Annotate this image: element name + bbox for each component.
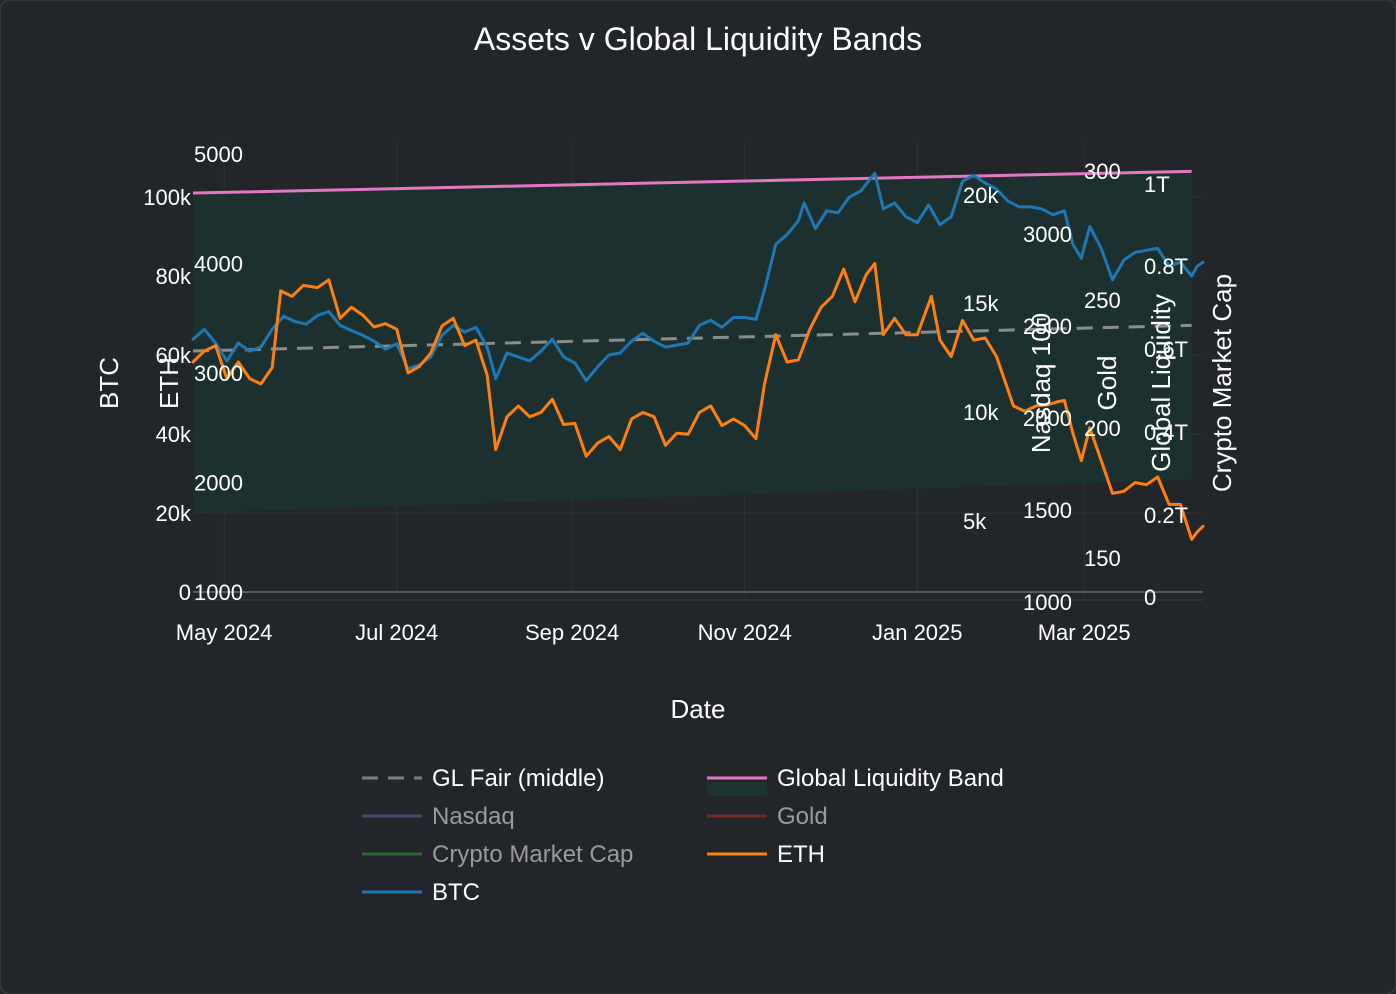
liquidity-band-fill <box>193 171 1192 513</box>
global-liquidity-tick-label: 300 <box>1084 159 1121 184</box>
gold-tick-label: 1000 <box>1023 590 1072 615</box>
crypto-market-cap-tick-label: 1T <box>1144 172 1170 197</box>
btc-tick-label: 20k <box>156 501 192 526</box>
legend-item-global-liquidity-band[interactable]: Global Liquidity Band <box>707 765 1004 796</box>
eth-tick-label: 2000 <box>194 471 243 496</box>
crypto-market-cap-tick-label: 0.8T <box>1144 254 1188 279</box>
axes-layer: May 2024 Jul 2024 Sep 2024 Nov 2024 Jan 2025… <box>143 142 1188 645</box>
crypto-market-cap-tick-label: 0.2T <box>1144 503 1188 528</box>
gold-tick-label: 1500 <box>1023 498 1072 523</box>
chart-title: Assets v Global Liquidity Bands <box>474 21 922 57</box>
crypto-market-cap-tick-label: 0 <box>1144 585 1156 610</box>
gold-axis-title: Gold <box>1092 356 1122 411</box>
btc-tick-label: 60k <box>156 343 192 368</box>
crypto-market-cap-axis-title: Crypto Market Cap <box>1207 274 1237 492</box>
x-tick-label: Nov 2024 <box>698 620 792 645</box>
nasdaq-tick-label: 5k <box>963 509 987 534</box>
x-tick-label: May 2024 <box>176 620 273 645</box>
eth-tick-label: 5000 <box>194 142 243 167</box>
eth-series-line <box>191 262 1205 541</box>
legend-label: GL Fair (middle) <box>432 765 604 792</box>
x-tick-label: Jan 2025 <box>872 620 963 645</box>
btc-series-line <box>191 171 1205 383</box>
legend-item-btc[interactable]: BTC <box>362 879 480 906</box>
eth-axis-title: ETH <box>154 357 184 409</box>
global-liquidity-tick-label: 200 <box>1084 416 1121 441</box>
legend-item-gold[interactable]: Gold <box>707 803 828 830</box>
gold-tick-label: 2000 <box>1023 406 1072 431</box>
legend-item-nasdaq[interactable]: Nasdaq <box>362 803 515 830</box>
global-liquidity-tick-label: 150 <box>1084 546 1121 571</box>
eth-tick-label: 4000 <box>194 252 243 277</box>
legend-swatch-band-fill <box>707 782 767 796</box>
legend-item-gl-fair-middle[interactable]: GL Fair (middle) <box>362 765 604 792</box>
eth-tick-label: 3000 <box>194 361 243 386</box>
legend-label: Crypto Market Cap <box>432 841 633 868</box>
legend-item-crypto-market-cap[interactable]: Crypto Market Cap <box>362 841 633 868</box>
btc-tick-label: 80k <box>156 264 192 289</box>
nasdaq-tick-label: 10k <box>963 400 999 425</box>
legend-label: ETH <box>777 841 825 868</box>
global-liquidity-tick-label: 250 <box>1084 288 1121 313</box>
btc-tick-label: 0 <box>179 580 191 605</box>
gold-tick-label: 2500 <box>1023 314 1072 339</box>
x-tick-label: Mar 2025 <box>1038 620 1131 645</box>
crypto-market-cap-tick-label: 0.6T <box>1144 337 1188 362</box>
btc-tick-label: 40k <box>156 422 192 447</box>
nasdaq-tick-label: 20k <box>963 183 999 208</box>
global-liquidity-band-upper-line <box>192 169 1192 195</box>
crypto-market-cap-tick-label: 0.4T <box>1144 420 1188 445</box>
legend-label: Global Liquidity Band <box>777 765 1004 792</box>
liquidity-band-layer <box>192 169 1192 513</box>
legend-label: Nasdaq <box>432 803 515 830</box>
gold-tick-label: 3000 <box>1023 222 1072 247</box>
series-layer <box>191 171 1205 541</box>
eth-tick-label: 1000 <box>194 580 243 605</box>
legend-label: BTC <box>432 879 480 906</box>
btc-tick-label: 100k <box>143 185 192 210</box>
nasdaq-tick-label: 15k <box>963 291 999 316</box>
global-liquidity-axis-title: Global Liquidity <box>1146 294 1176 472</box>
legend: GL Fair (middle) Global Liquidity Band Nas… <box>362 765 1004 906</box>
x-tick-label: Jul 2024 <box>355 620 438 645</box>
x-tick-label: Sep 2024 <box>525 620 619 645</box>
legend-label: Gold <box>777 803 828 830</box>
nasdaq-axis-title: Nasdaq 100 <box>1026 313 1056 453</box>
legend-item-eth[interactable]: ETH <box>707 841 825 868</box>
btc-axis-title: BTC <box>94 357 124 409</box>
x-axis-title: Date <box>671 694 726 724</box>
